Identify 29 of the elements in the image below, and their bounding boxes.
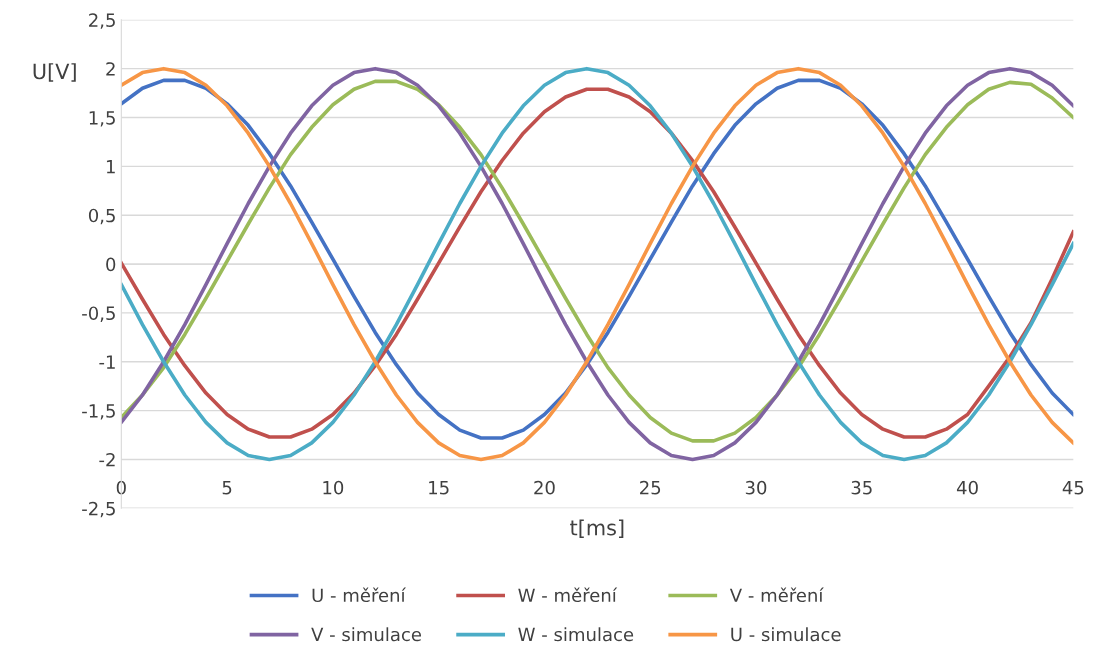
legend-label: U - měření (312, 587, 407, 603)
x-tick-label: 35 (851, 480, 872, 495)
x-tick-label: 5 (222, 481, 232, 495)
x-tick-label: 45 (1062, 481, 1084, 495)
y-tick-label: 2,5 (89, 13, 115, 29)
x-tick-label: 20 (534, 480, 555, 495)
y-tick-label: 1,5 (89, 111, 115, 127)
y-tick-label: 0 (106, 257, 116, 272)
y-tick-label: -0,5 (82, 306, 115, 322)
y-tick-label: 1 (106, 160, 115, 174)
legend-label: W - měření (518, 587, 618, 603)
x-tick-label: 25 (640, 480, 661, 495)
x-tick-label: 30 (745, 480, 767, 495)
y-tick-label: -1 (99, 355, 115, 369)
y-axis-title: U[V] (33, 63, 76, 82)
x-tick-label: 10 (323, 480, 344, 495)
legend-label: U - simulace (731, 627, 841, 642)
y-tick-label: -1,5 (82, 404, 115, 420)
legend-label: V - simulace (311, 627, 421, 642)
legend-label: W - simulace (518, 627, 634, 642)
x-tick-label: 0 (116, 480, 126, 495)
x-tick-label: 40 (956, 480, 978, 495)
y-tick-label: -2,5 (82, 501, 115, 518)
legend-label: V - měření (729, 587, 824, 603)
y-tick-label: -2 (99, 452, 115, 467)
y-tick-label: 2 (106, 62, 115, 76)
x-axis-title: t[ms] (570, 519, 624, 538)
x-tick-label: 15 (429, 481, 449, 495)
y-tick-label: 0,5 (88, 208, 115, 225)
